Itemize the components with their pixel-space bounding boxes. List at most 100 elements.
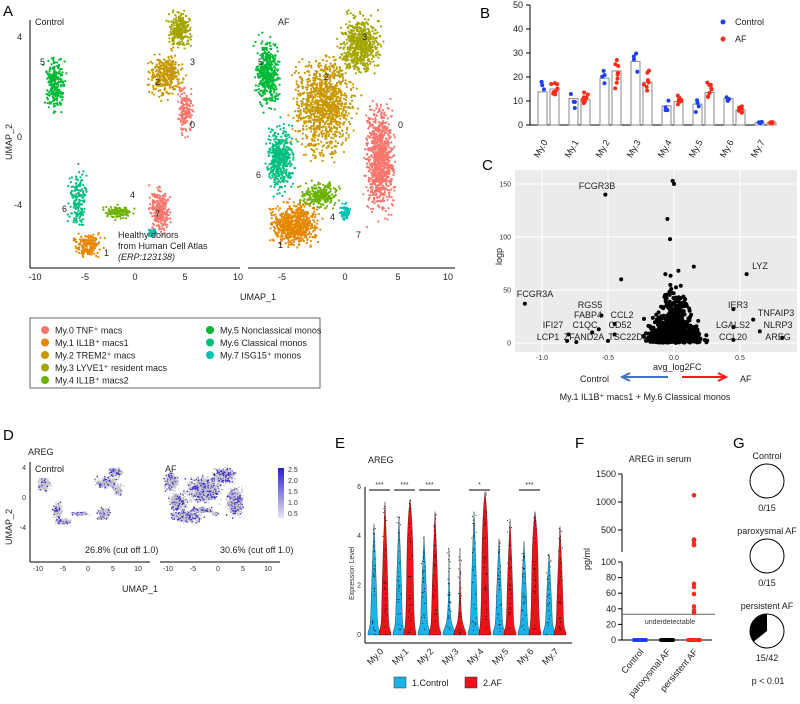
umap-cell-My2 <box>332 137 335 140</box>
umap-cell-My2 <box>290 74 294 77</box>
umap-cell-My5 <box>51 100 54 103</box>
umap-cell-My0 <box>185 114 188 117</box>
umap-cell-My2 <box>305 92 309 95</box>
umap-cell-My2 <box>343 116 346 119</box>
umap-cell-My1 <box>98 248 101 251</box>
umap-cell-My3 <box>174 30 178 34</box>
umap-cell-My2 <box>291 128 294 131</box>
umap-cell-My3 <box>352 13 355 17</box>
umap-cell-My2 <box>294 88 297 91</box>
umap-cell-My2 <box>314 110 318 113</box>
umap-cell-My2 <box>305 128 308 131</box>
umap-cell-My2 <box>158 95 161 98</box>
umap-cell-My0 <box>387 207 390 210</box>
umap-cell-My3 <box>183 9 186 12</box>
umap-cell-My5 <box>56 99 59 102</box>
umap-cell-My0 <box>189 100 193 103</box>
umap-cell-My2 <box>344 62 347 65</box>
umap-cell-My3 <box>373 72 376 75</box>
umap-cell-My3 <box>363 23 366 26</box>
umap-cell-My2 <box>302 127 305 130</box>
umap-cell-My3 <box>180 37 183 40</box>
umap-cell-My2 <box>299 110 302 114</box>
umap-cell-My3 <box>361 64 365 67</box>
umap-cell-My3 <box>168 37 171 40</box>
umap-cell-My3 <box>368 30 371 33</box>
umap-cell-My2 <box>335 81 339 85</box>
panel-label-C: C <box>482 157 493 174</box>
umap-cell-My3 <box>350 30 353 33</box>
umap-cell-My2 <box>294 110 297 113</box>
umap-cell-My0 <box>155 195 158 199</box>
umap-cell-My2 <box>310 143 313 146</box>
umap-cell-My3 <box>352 16 355 19</box>
umap-cell-My1 <box>294 226 297 230</box>
umap-cell-My2 <box>294 69 298 73</box>
umap-cell-My0 <box>180 131 184 135</box>
umap-cell-My1 <box>307 223 310 226</box>
umap-cell-My1 <box>315 222 318 225</box>
umap-cell-My2 <box>297 84 300 87</box>
umap-cell-My0 <box>382 196 385 200</box>
umap-cell-My3 <box>346 26 349 29</box>
umap-cell-My3 <box>187 29 190 32</box>
umap-cell-My2 <box>158 76 161 79</box>
umap-cell-My1 <box>295 230 299 233</box>
umap-cell-My2 <box>327 105 330 108</box>
umap-cell-My0 <box>184 119 187 122</box>
umap-cell-My0 <box>159 230 163 234</box>
umap-cell-My1 <box>285 215 288 218</box>
umap-cell-My5 <box>55 93 59 96</box>
umap-cell-My0 <box>370 183 373 186</box>
umap-cell-My0 <box>384 126 387 130</box>
umap-cell-My2 <box>151 62 154 65</box>
umap-cell-My3 <box>369 14 373 17</box>
umap-cell-My2 <box>158 74 161 77</box>
umap-cell-My2 <box>306 65 310 68</box>
umap-cell-My0 <box>372 193 375 196</box>
umap-cell-My1 <box>90 252 93 255</box>
umap-cell-My2 <box>313 102 316 106</box>
umap-cell-My3 <box>363 67 366 70</box>
umap-cell-My1 <box>269 212 272 215</box>
umap-cell-My6 <box>81 218 85 221</box>
umap-cell-My2 <box>346 114 349 117</box>
umap-cell-My0 <box>159 206 162 209</box>
umap-cell-My1 <box>314 228 317 231</box>
umap-cell-My3 <box>349 66 352 69</box>
umap-cell-My1 <box>312 230 315 233</box>
umap-cell-My0 <box>377 220 380 223</box>
umap-cell-My2 <box>324 126 328 129</box>
umap-cell-My2 <box>295 114 299 117</box>
umap-cell-My2 <box>301 124 305 127</box>
umap-cell-My0 <box>151 215 154 218</box>
umap-cell-My0 <box>371 168 374 171</box>
umap-cell-My5 <box>47 81 50 84</box>
umap-cell-My3 <box>185 35 188 38</box>
umap-cell-My2 <box>329 62 332 65</box>
umap-cell-My0 <box>162 223 165 226</box>
umap-cell-My1 <box>278 207 282 210</box>
umap-cell-My0 <box>169 211 172 214</box>
umap-cell-My2 <box>319 110 322 113</box>
umap-cell-My2 <box>304 145 307 148</box>
umap-cell-My1 <box>93 247 96 250</box>
umap-cell-My6 <box>78 198 81 201</box>
umap-cell-My0 <box>383 131 386 135</box>
umap-cell-My6 <box>75 186 78 189</box>
umap-cell-My6 <box>69 193 73 196</box>
umap-cell-My1 <box>309 244 312 247</box>
umap-cell-My2 <box>351 83 355 86</box>
umap-cell-My0 <box>153 217 157 220</box>
umap-cell-My2 <box>344 98 348 101</box>
umap-cell-My1 <box>279 213 282 216</box>
umap-cell-My6 <box>80 213 83 216</box>
umap-cell-My2 <box>177 78 180 81</box>
umap-cell-My1 <box>78 246 81 249</box>
umap-cell-My2 <box>325 141 328 144</box>
umap-cell-My2 <box>299 118 303 121</box>
umap-cell-My6 <box>85 174 88 177</box>
umap-cell-My5 <box>46 96 49 99</box>
umap-cell-My0 <box>159 209 162 212</box>
umap-cell-My2 <box>332 55 336 58</box>
